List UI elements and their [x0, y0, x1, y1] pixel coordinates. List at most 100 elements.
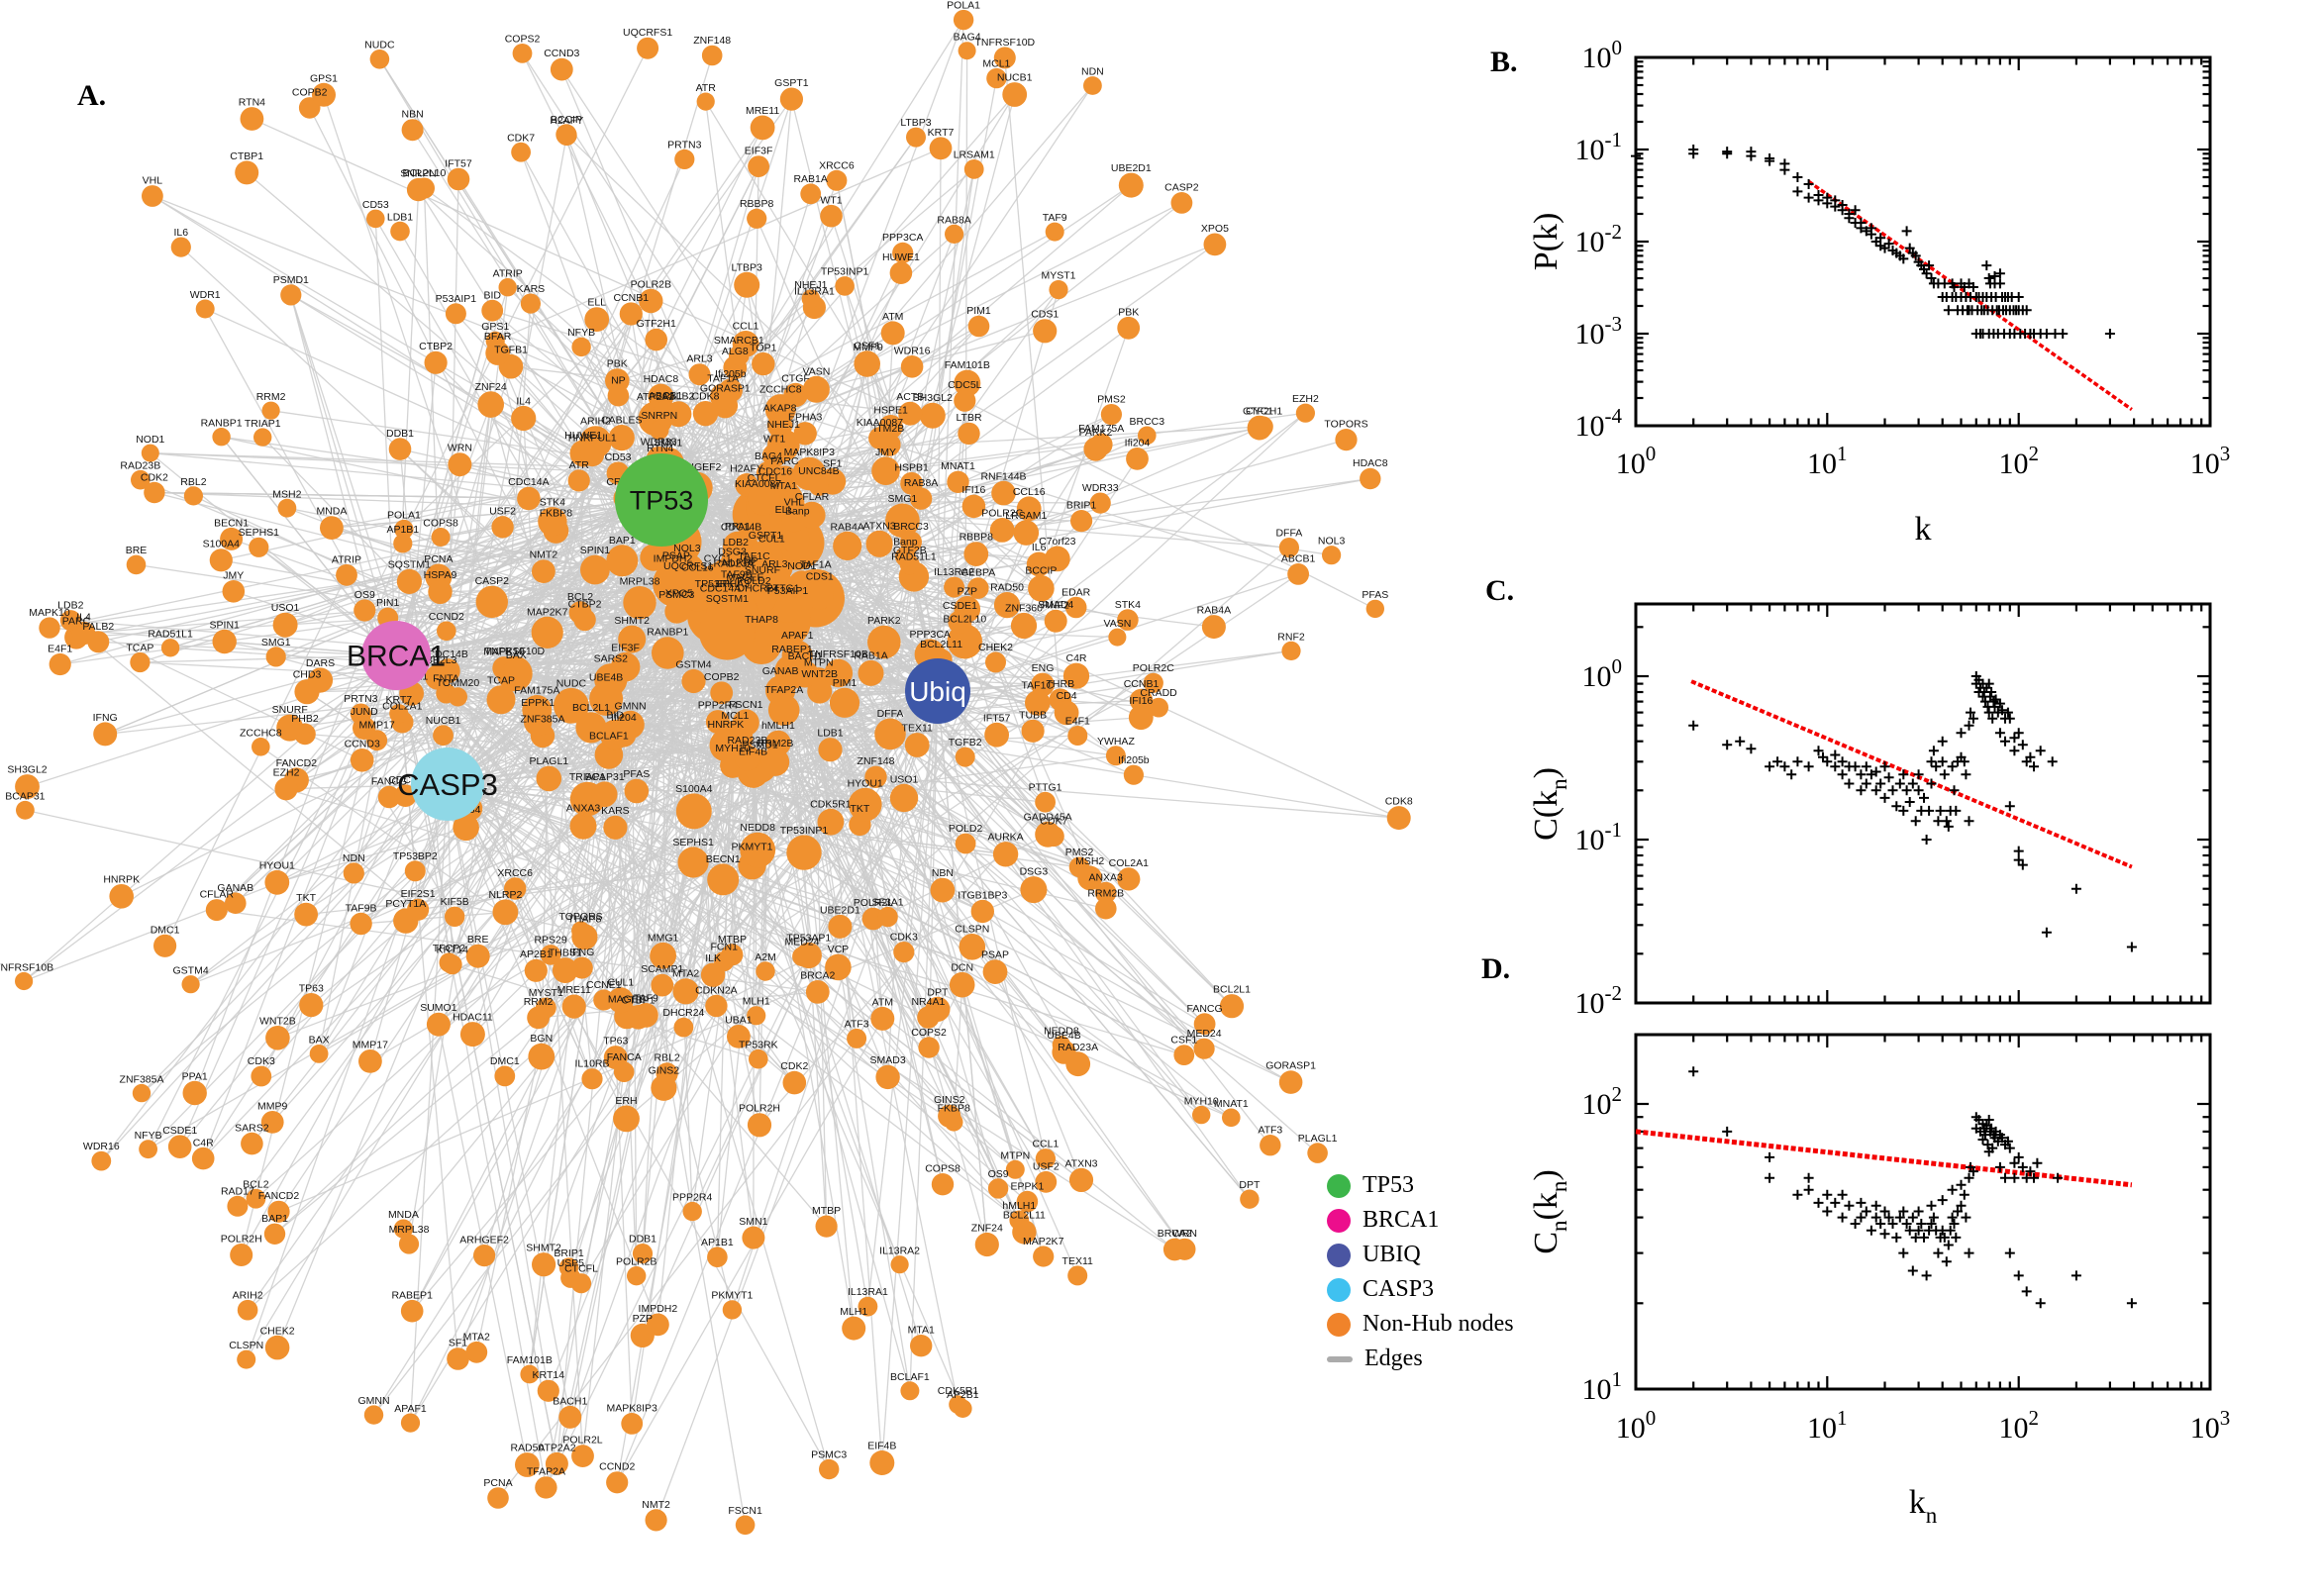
svg-text:10-4: 10-4 — [1575, 404, 1623, 443]
edge — [631, 639, 638, 1276]
edge — [928, 690, 939, 1048]
edge — [447, 135, 567, 785]
edge — [231, 538, 831, 750]
node-swatch-icon — [1327, 1173, 1351, 1198]
edge — [569, 721, 719, 1418]
svg-text:10-1: 10-1 — [1575, 818, 1623, 856]
edge — [583, 721, 719, 938]
edge — [590, 727, 714, 975]
panel-label-b: B. — [1490, 46, 1518, 78]
edge-swatch-icon — [1327, 1355, 1353, 1362]
edge — [779, 409, 1045, 1257]
edge — [252, 118, 911, 415]
svg-text:C(kn): C(kn) — [1528, 767, 1571, 841]
edge — [758, 619, 1160, 709]
edge — [545, 680, 695, 1488]
svg-text:10-2: 10-2 — [1575, 981, 1623, 1020]
edge — [447, 783, 1175, 1250]
edge — [483, 827, 617, 1256]
edge — [274, 587, 979, 1235]
edge — [660, 165, 759, 501]
edge — [502, 231, 1056, 528]
edge — [376, 721, 539, 742]
svg-text:Cn(kn): Cn(kn) — [1528, 1169, 1571, 1253]
svg-text:103: 103 — [2190, 442, 2231, 480]
edge — [816, 330, 1046, 390]
edge — [447, 783, 841, 928]
legend-item-ubiq: UBIQ — [1327, 1238, 1514, 1272]
legend-label: BRCA1 — [1363, 1207, 1440, 1233]
edge — [595, 441, 1399, 819]
svg-text:100: 100 — [1616, 1406, 1657, 1445]
node-swatch-icon — [1327, 1243, 1351, 1267]
edge — [753, 520, 903, 773]
edge — [614, 827, 665, 1088]
edge — [662, 690, 939, 1089]
edge — [179, 542, 677, 1147]
scatter-points — [1688, 1066, 2137, 1309]
node-swatch-icon — [1327, 1312, 1351, 1337]
edge — [374, 218, 754, 866]
edge — [49, 534, 682, 629]
fit-line — [1690, 679, 2133, 869]
edge — [875, 776, 1399, 819]
edge — [399, 449, 627, 668]
panel-B-plot: 100 101 102 103 100 10-1 10-2 10-3 10-4 k P(k) — [1528, 36, 2230, 548]
edge — [781, 621, 911, 1391]
legend: TP53 BRCA1 UBIQ CASP3 Non-Hub nodes Edges — [1327, 1168, 1514, 1376]
edge — [276, 620, 783, 883]
edge — [241, 581, 411, 1255]
edge — [309, 107, 545, 572]
edge — [23, 753, 610, 982]
edge — [369, 953, 552, 1062]
edge — [447, 783, 1232, 1119]
legend-item-casp3: CASP3 — [1327, 1272, 1514, 1307]
edge — [722, 878, 1016, 1170]
edge — [937, 690, 988, 1246]
plot-frame — [1634, 55, 2212, 428]
svg-text:kn: kn — [1909, 1484, 1938, 1528]
legend-label: UBIQ — [1363, 1242, 1421, 1267]
edge — [121, 639, 633, 897]
svg-text:101: 101 — [1807, 1406, 1848, 1445]
edge — [903, 797, 1205, 1049]
legend-label: Non-Hub nodes — [1363, 1311, 1514, 1337]
edge — [105, 654, 397, 736]
svg-text:102: 102 — [1582, 1082, 1623, 1121]
edge — [447, 783, 874, 920]
svg-text:103: 103 — [2190, 1406, 2231, 1445]
edge — [953, 984, 963, 1123]
panel-label-d: D. — [1481, 952, 1511, 985]
edge — [937, 690, 1130, 880]
edge — [545, 672, 840, 1488]
edge — [605, 698, 747, 1526]
edge — [190, 783, 449, 985]
edge — [864, 804, 1065, 1053]
edge — [204, 308, 397, 656]
svg-text:P(k): P(k) — [1528, 213, 1565, 271]
edge — [360, 825, 584, 925]
edge — [881, 690, 939, 1463]
svg-text:101: 101 — [1807, 442, 1848, 480]
edge — [658, 426, 1263, 459]
svg-text:100: 100 — [1616, 442, 1657, 480]
edge — [580, 690, 939, 1284]
edge — [937, 690, 1233, 1007]
edge — [318, 601, 493, 1054]
edge — [153, 491, 662, 501]
edge — [819, 594, 1233, 1007]
edge — [659, 244, 1216, 467]
edge — [605, 698, 830, 1470]
svg-text:102: 102 — [1998, 442, 2039, 480]
node-swatch-icon — [1327, 1208, 1351, 1233]
scatter-points — [1631, 145, 2115, 339]
panel-C-plot: 100 10-1 10-2 C(kn) — [1528, 602, 2212, 1020]
edge — [500, 303, 532, 700]
legend-label: Edges — [1364, 1346, 1423, 1371]
legend-item-non-hub-nodes: Non-Hub nodes — [1327, 1307, 1514, 1342]
svg-text:10-1: 10-1 — [1575, 128, 1623, 166]
legend-label: TP53 — [1363, 1172, 1415, 1198]
edge — [447, 783, 955, 1123]
